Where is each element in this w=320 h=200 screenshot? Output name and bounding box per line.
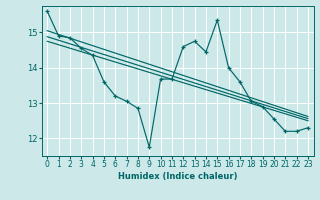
X-axis label: Humidex (Indice chaleur): Humidex (Indice chaleur) <box>118 172 237 181</box>
